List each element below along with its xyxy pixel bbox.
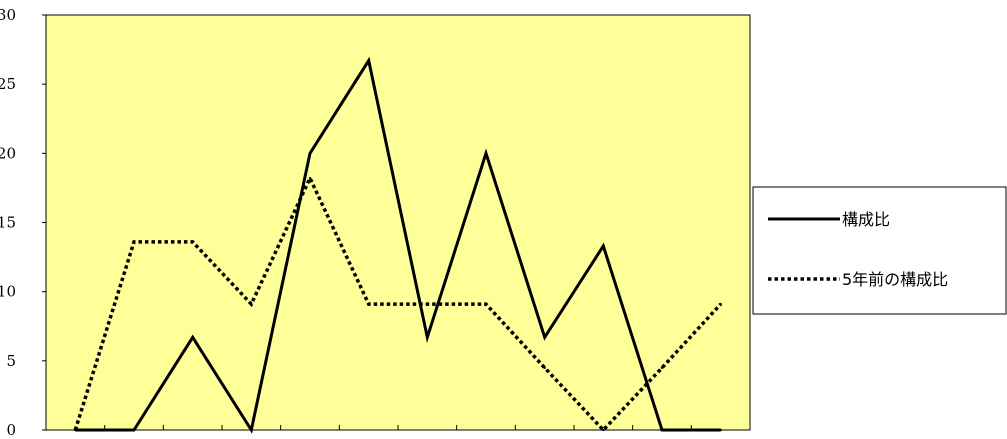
legend-label-series-2: 5年前の構成比 xyxy=(842,270,948,289)
series-2-point xyxy=(719,302,722,306)
series-1-point xyxy=(602,244,605,248)
y-axis-ticks: 0 5 10 15 20 25 30 xyxy=(0,6,46,439)
y-tick-label: 20 xyxy=(0,144,16,162)
series-2-point xyxy=(602,428,605,432)
series-2-point xyxy=(132,240,136,244)
series-2-point xyxy=(308,177,312,180)
series-1-point xyxy=(426,336,429,339)
legend: 構成比 5年前の構成比 xyxy=(752,186,1007,315)
series-1-point xyxy=(660,428,664,432)
series-1-point xyxy=(132,428,136,432)
series-2-point xyxy=(191,240,194,244)
series-2-point xyxy=(367,302,370,306)
series-2-point xyxy=(426,302,429,306)
series-1-point xyxy=(250,428,253,432)
y-tick-label: 15 xyxy=(0,214,16,232)
series-1-point xyxy=(191,336,194,339)
legend-box xyxy=(752,186,1007,315)
series-line-1 xyxy=(75,56,721,434)
series-1-point xyxy=(719,428,722,432)
series-1-point xyxy=(308,152,312,155)
series-2-point xyxy=(484,302,488,306)
y-tick-label: 25 xyxy=(0,75,16,93)
series-2-point xyxy=(543,366,546,369)
legend-label-series-1: 構成比 xyxy=(842,210,890,229)
series-1-point xyxy=(367,59,370,62)
series-2-point xyxy=(660,366,664,369)
series-1-point xyxy=(484,152,488,155)
y-tick-label: 30 xyxy=(0,6,16,24)
series-layer xyxy=(73,56,722,434)
y-tick-label: 5 xyxy=(6,352,16,370)
y-tick-label: 10 xyxy=(0,283,16,301)
series-1-point xyxy=(543,336,546,339)
y-tick-label: 0 xyxy=(6,421,16,439)
series-2-point xyxy=(74,428,77,432)
plot-area xyxy=(45,14,751,431)
series-2-point xyxy=(250,302,253,306)
